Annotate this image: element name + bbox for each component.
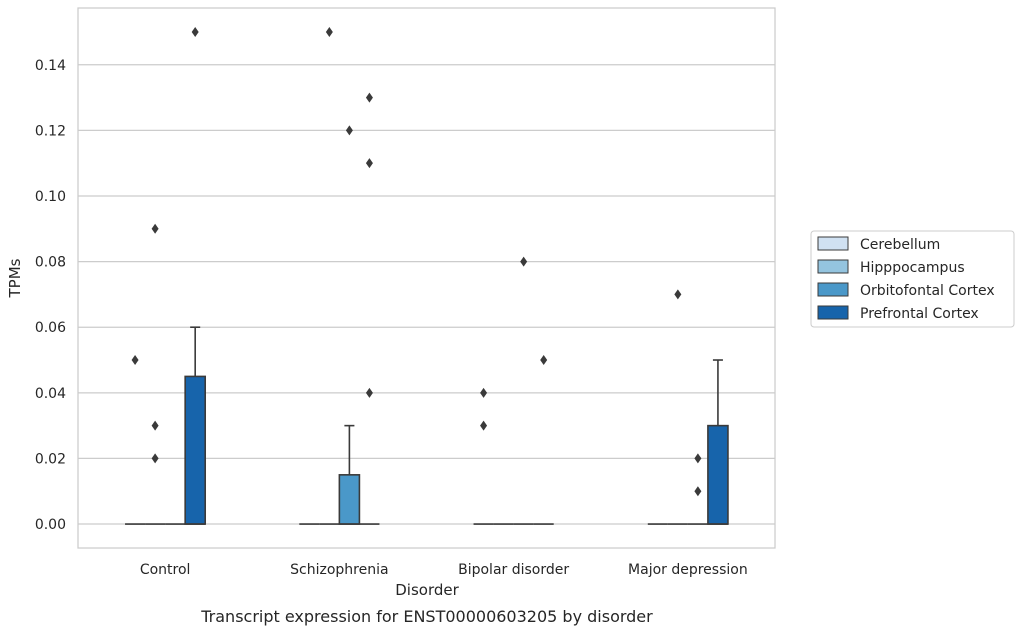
outlier-point	[325, 26, 333, 37]
outlier-point	[520, 256, 528, 267]
y-tick-label: 0.08	[35, 255, 66, 271]
legend-swatch	[817, 282, 849, 297]
box-group	[687, 453, 708, 525]
outlier-point	[365, 92, 373, 103]
outlier-point	[365, 387, 373, 398]
outlier-point	[694, 486, 702, 497]
y-tick-labels: 0.00 0.02 0.04 0.06 0.08 0.10 0.12 0.14	[35, 58, 66, 533]
x-tick-labels: Control Schizophrenia Bipolar disorder Majo…	[140, 562, 748, 578]
outlier-point	[345, 125, 353, 136]
x-tick-label: Bipolar disorder	[458, 562, 569, 578]
box-group	[359, 92, 380, 525]
legend-frame	[810, 230, 1015, 328]
y-tick-label: 0.12	[35, 123, 66, 139]
x-tick-label: Schizophrenia	[290, 562, 388, 578]
box	[184, 375, 207, 525]
outlier-point	[694, 453, 702, 464]
outlier-point	[151, 453, 159, 464]
outlier-point	[480, 387, 488, 398]
legend-swatch	[817, 305, 849, 320]
box-group	[338, 125, 361, 525]
box	[707, 424, 729, 525]
y-axis-title: TPMs	[6, 258, 24, 298]
outlier-point	[365, 158, 373, 169]
outlier-point	[674, 289, 682, 300]
y-tick-label: 0.04	[35, 386, 66, 402]
box-group	[319, 26, 340, 525]
legend-label: Prefrontal Cortex	[860, 306, 979, 322]
x-axis-title: Disorder	[395, 581, 459, 599]
y-tick-label: 0.00	[35, 517, 66, 533]
outlier-point	[540, 355, 548, 366]
y-tick-label: 0.14	[35, 58, 66, 74]
legend-label: Cerebellum	[860, 237, 940, 253]
legend-swatch	[817, 259, 849, 274]
legend-label: Hipppocampus	[860, 260, 965, 276]
outlier-point	[131, 355, 139, 366]
x-tick-label: Major depression	[628, 562, 748, 578]
y-tick-label: 0.02	[35, 451, 66, 467]
box-group	[184, 26, 207, 525]
box-group	[513, 256, 534, 525]
outlier-point	[480, 420, 488, 431]
legend-label: Orbitofontal Cortex	[860, 283, 995, 299]
box-group	[667, 289, 688, 525]
legend: Cerebellum Hipppocampus Orbitofontal Corte…	[810, 230, 1015, 328]
box	[338, 474, 361, 525]
box-group	[707, 359, 729, 525]
box-group	[473, 387, 494, 525]
box-group	[145, 223, 166, 525]
outlier-point	[151, 420, 159, 431]
outlier-point	[191, 26, 199, 37]
outlier-point	[151, 223, 159, 234]
box-plots	[125, 26, 729, 525]
legend-swatch	[817, 236, 849, 251]
box-group	[125, 355, 146, 525]
chart-caption: Transcript expression for ENST0000060320…	[200, 607, 653, 626]
plot-frame	[77, 7, 776, 549]
box-group	[533, 355, 554, 525]
y-tick-label: 0.10	[35, 189, 66, 205]
y-tick-label: 0.06	[35, 320, 66, 336]
x-tick-label: Control	[140, 562, 191, 578]
